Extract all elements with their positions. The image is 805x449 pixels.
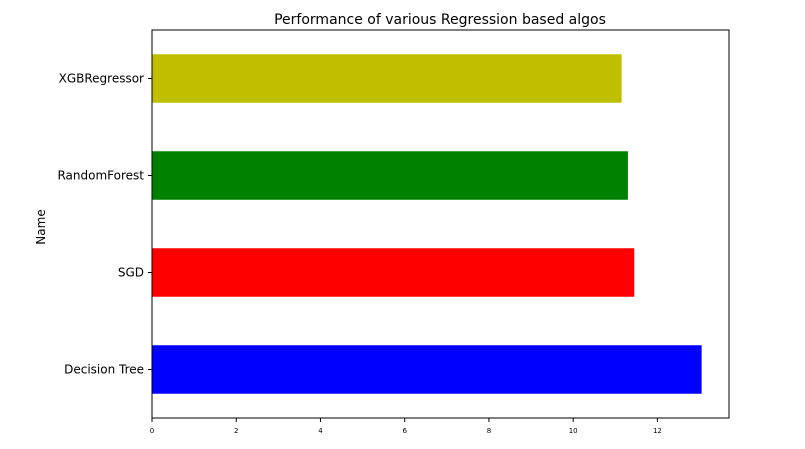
bar-sgd <box>152 248 635 297</box>
y-tick-label: Decision Tree <box>64 363 144 377</box>
x-tick-label: 6 <box>402 427 407 435</box>
y-axis: Decision Tree SGD RandomForest XGBRegressor <box>57 72 152 377</box>
x-tick-label: 12 <box>653 427 662 435</box>
x-tick-label: 4 <box>318 427 323 435</box>
bar-decision-tree <box>152 345 702 394</box>
y-tick-label: SGD <box>118 266 144 280</box>
x-tick-label: 2 <box>234 427 238 435</box>
bar-randomforest <box>152 151 628 200</box>
y-axis-label: Name <box>34 209 48 244</box>
y-tick-label: RandomForest <box>57 169 144 183</box>
x-tick-label: 8 <box>487 427 491 435</box>
x-tick-label: 10 <box>569 427 578 435</box>
plot-frame <box>151 29 730 419</box>
chart-title: Performance of various Regression based … <box>274 12 606 28</box>
x-axis: 0 2 4 6 8 10 12 <box>150 418 662 435</box>
bars-layer <box>152 54 702 394</box>
y-tick-label: XGBRegressor <box>59 72 144 86</box>
bar-xgbregressor <box>152 54 622 103</box>
x-tick-label: 0 <box>150 427 154 435</box>
